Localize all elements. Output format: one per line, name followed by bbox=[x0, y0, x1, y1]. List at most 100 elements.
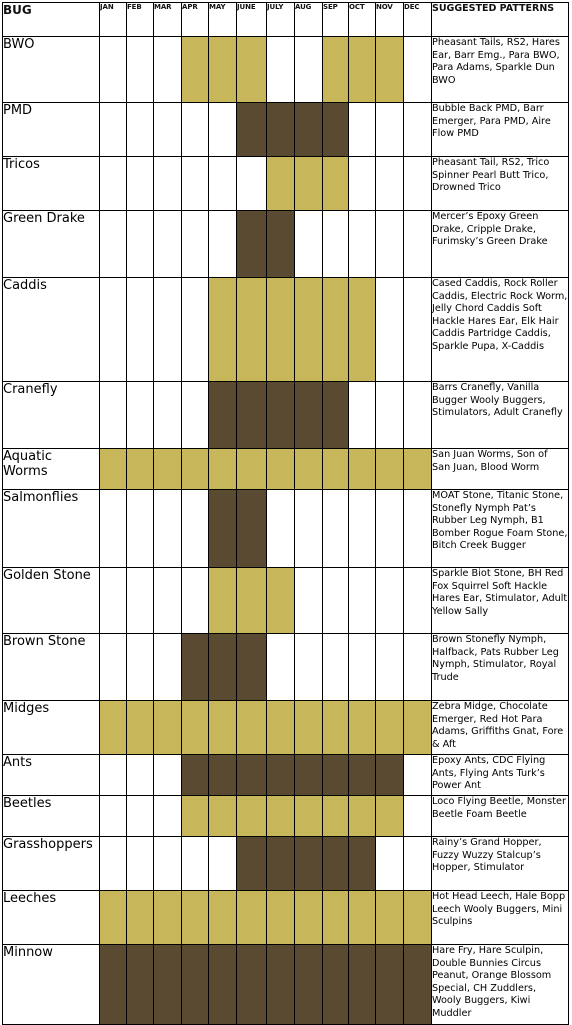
month-cell bbox=[403, 567, 432, 634]
month-cell bbox=[99, 102, 127, 157]
table-row: Aquatic Worms San Juan Worms, Son of San … bbox=[2, 448, 569, 490]
bug-name: Beetles bbox=[2, 795, 100, 837]
month-cell bbox=[99, 210, 127, 278]
month-cell bbox=[208, 102, 237, 157]
bug-name: Midges bbox=[2, 700, 100, 755]
month-cell bbox=[348, 754, 376, 796]
month-cell bbox=[236, 567, 267, 634]
month-cell bbox=[375, 944, 404, 1025]
suggested-patterns: Loco Flying Beetle, Monster Beetle Foam … bbox=[431, 795, 569, 837]
month-cell bbox=[181, 700, 209, 755]
month-cell bbox=[294, 277, 323, 382]
month-cell bbox=[208, 277, 237, 382]
table-row: PMD Bubble Back PMD, Barr Emerger, Para P… bbox=[2, 102, 569, 157]
month-cell bbox=[181, 36, 209, 103]
month-cell bbox=[294, 836, 323, 891]
month-cell bbox=[294, 210, 323, 278]
bug-name: Tricos bbox=[2, 156, 100, 211]
month-cell bbox=[153, 633, 182, 701]
bug-name: Golden Stone bbox=[2, 567, 100, 634]
month-cell bbox=[403, 700, 432, 755]
suggested-patterns: Pheasant Tail, RS2, Trico Spinner Pearl … bbox=[431, 156, 569, 211]
month-cell bbox=[322, 102, 349, 157]
month-cell bbox=[181, 836, 209, 891]
month-cell bbox=[236, 944, 267, 1025]
month-cell bbox=[322, 448, 349, 490]
month-header-oct: OCT bbox=[348, 2, 376, 37]
month-cell bbox=[236, 836, 267, 891]
month-cell bbox=[153, 489, 182, 568]
bug-name: Grasshoppers bbox=[2, 836, 100, 891]
month-cell bbox=[294, 102, 323, 157]
month-cell bbox=[126, 944, 154, 1025]
month-cell bbox=[322, 944, 349, 1025]
bug-name: Leeches bbox=[2, 890, 100, 945]
suggested-patterns: San Juan Worms, Son of San Juan, Blood W… bbox=[431, 448, 569, 490]
month-cell bbox=[126, 102, 154, 157]
month-cell bbox=[153, 102, 182, 157]
month-header-dec: DEC bbox=[403, 2, 432, 37]
month-cell bbox=[236, 489, 267, 568]
bug-name: PMD bbox=[2, 102, 100, 157]
month-cell bbox=[99, 836, 127, 891]
month-cell bbox=[208, 156, 237, 211]
month-cell bbox=[266, 448, 295, 490]
suggested-patterns: Hot Head Leech, Hale Bopp Leech Wooly Bu… bbox=[431, 890, 569, 945]
table-row: Grasshoppers Rainy’s Grand Hopper, Fuzzy … bbox=[2, 836, 569, 891]
month-cell bbox=[403, 944, 432, 1025]
month-cell bbox=[375, 277, 404, 382]
month-cell bbox=[348, 36, 376, 103]
month-cell bbox=[403, 36, 432, 103]
month-cell bbox=[348, 277, 376, 382]
month-cell bbox=[294, 448, 323, 490]
month-cell bbox=[266, 633, 295, 701]
month-cell bbox=[266, 381, 295, 449]
month-cell bbox=[266, 567, 295, 634]
month-cell bbox=[294, 754, 323, 796]
month-cell bbox=[208, 633, 237, 701]
month-cell bbox=[181, 102, 209, 157]
month-cell bbox=[322, 836, 349, 891]
month-cell bbox=[403, 890, 432, 945]
suggested-patterns: Hare Fry, Hare Sculpin, Double Bunnies C… bbox=[431, 944, 569, 1025]
month-cell bbox=[99, 489, 127, 568]
month-cell bbox=[266, 489, 295, 568]
table-row: Golden Stone Sparkle Biot Stone, BH Red F… bbox=[2, 567, 569, 634]
month-cell bbox=[126, 633, 154, 701]
month-cell bbox=[348, 633, 376, 701]
month-header-may: MAY bbox=[208, 2, 237, 37]
month-cell bbox=[266, 944, 295, 1025]
month-cell bbox=[181, 210, 209, 278]
month-cell bbox=[153, 156, 182, 211]
month-cell bbox=[375, 381, 404, 449]
table-row: Leeches Hot Head Leech, Hale Bopp Leech W… bbox=[2, 890, 569, 945]
month-cell bbox=[153, 448, 182, 490]
suggested-patterns: Bubble Back PMD, Barr Emerger, Para PMD,… bbox=[431, 102, 569, 157]
month-cell bbox=[322, 700, 349, 755]
month-cell bbox=[403, 795, 432, 837]
month-cell bbox=[375, 210, 404, 278]
month-cell bbox=[126, 277, 154, 382]
suggested-patterns: Zebra Midge, Chocolate Emerger, Red Hot … bbox=[431, 700, 569, 755]
month-cell bbox=[348, 381, 376, 449]
month-cell bbox=[99, 36, 127, 103]
month-cell bbox=[375, 795, 404, 837]
month-cell bbox=[236, 890, 267, 945]
bug-name: Brown Stone bbox=[2, 633, 100, 701]
month-cell bbox=[348, 448, 376, 490]
month-cell bbox=[375, 102, 404, 157]
month-cell bbox=[153, 944, 182, 1025]
table-row: Green Drake Mercer’s Epoxy Green Drake, C… bbox=[2, 210, 569, 278]
month-cell bbox=[153, 754, 182, 796]
header-row: BUG JAN FEB MAR APR MAY JUNE JULY AUG SE… bbox=[2, 2, 569, 37]
month-cell bbox=[294, 381, 323, 449]
month-cell bbox=[153, 36, 182, 103]
patterns-column-header: SUGGESTED PATTERNS bbox=[431, 2, 569, 37]
month-cell bbox=[126, 567, 154, 634]
month-header-july: JULY bbox=[266, 2, 295, 37]
month-cell bbox=[99, 795, 127, 837]
month-cell bbox=[126, 795, 154, 837]
month-cell bbox=[236, 795, 267, 837]
month-cell bbox=[208, 210, 237, 278]
